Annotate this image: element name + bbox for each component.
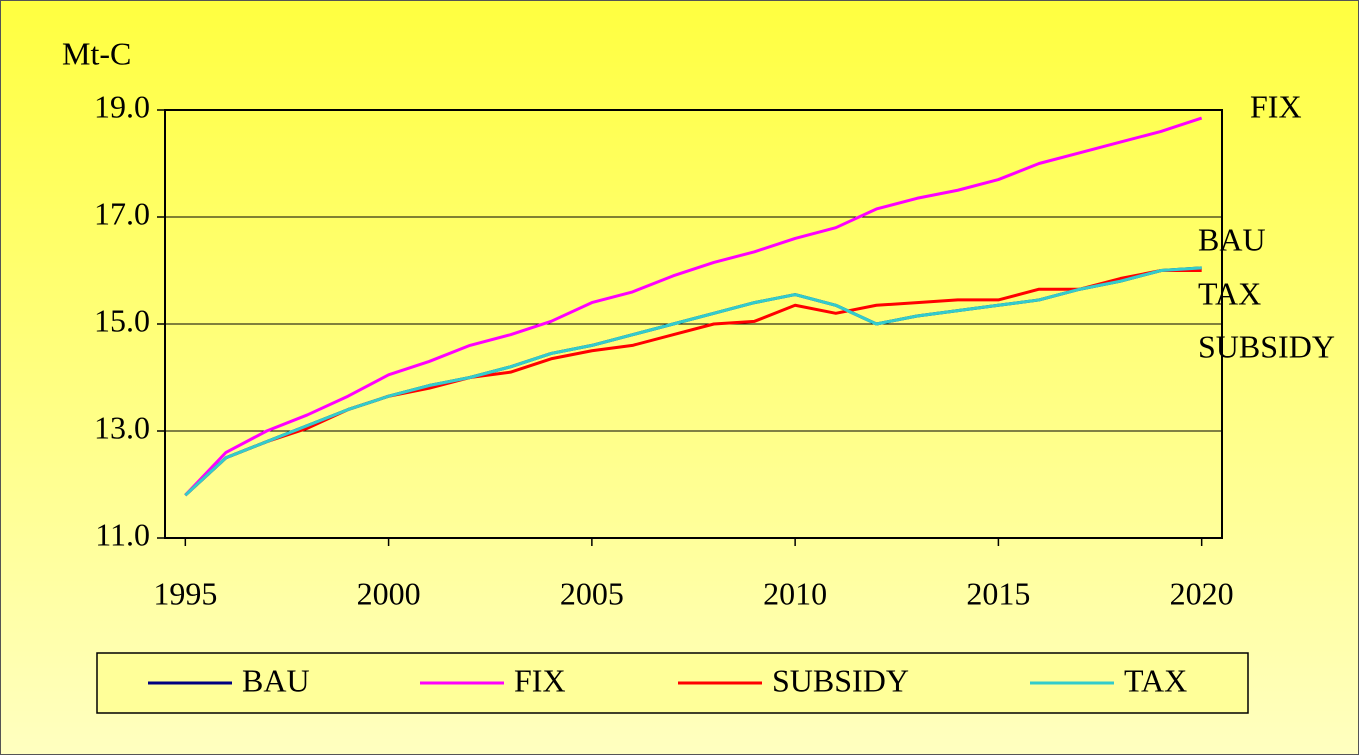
x-tick-label: 2010 (763, 575, 827, 611)
legend-label: BAU (242, 662, 310, 698)
y-tick-label: 17.0 (94, 195, 150, 231)
series-annotation: BAU (1198, 221, 1266, 257)
y-tick-label: 11.0 (95, 516, 150, 552)
series-annotation: FIX (1250, 88, 1302, 124)
x-tick-label: 2000 (357, 575, 421, 611)
x-tick-label: 2020 (1170, 575, 1234, 611)
series-annotation: TAX (1198, 275, 1261, 311)
x-tick-label: 1995 (153, 575, 217, 611)
plot-border (164, 109, 1223, 539)
x-tick-label: 2005 (560, 575, 624, 611)
legend-label: TAX (1124, 662, 1187, 698)
y-tick-label: 13.0 (94, 409, 150, 445)
y-axis-label: Mt-C (62, 35, 131, 71)
series-line (184, 116, 1203, 497)
legend-label: SUBSIDY (772, 662, 909, 698)
series-line (184, 266, 1202, 497)
x-tick-label: 2015 (966, 575, 1030, 611)
y-tick-label: 19.0 (94, 88, 150, 124)
legend-label: FIX (514, 662, 566, 698)
series-annotation: SUBSIDY (1198, 328, 1335, 364)
y-tick-label: 15.0 (94, 302, 150, 338)
